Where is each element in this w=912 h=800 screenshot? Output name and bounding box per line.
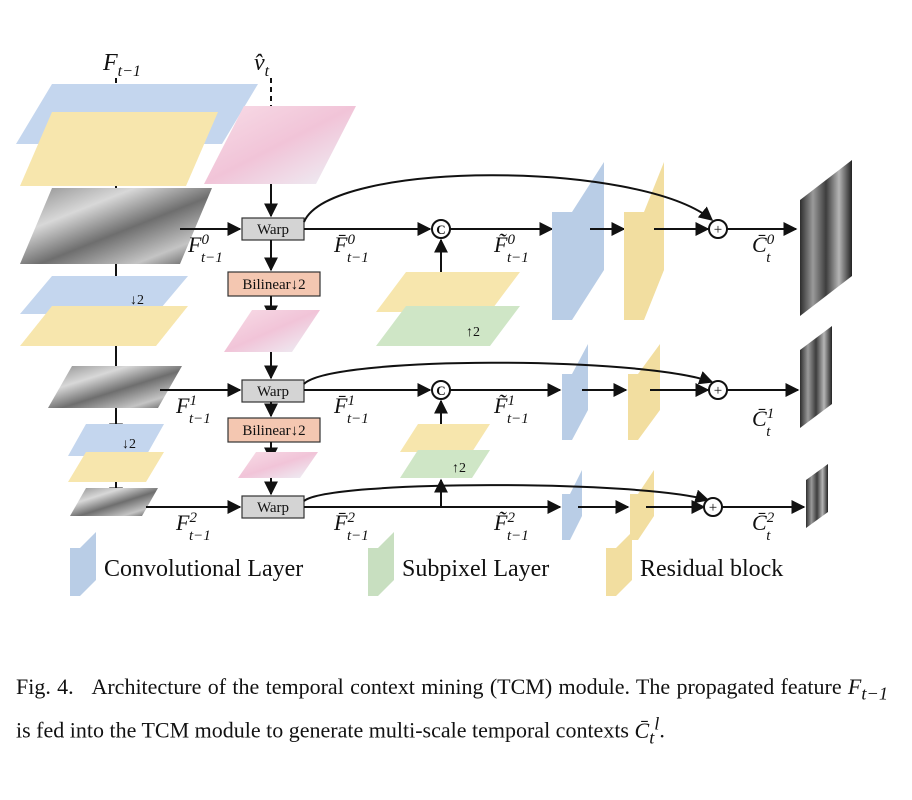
skip-connection-2 — [303, 484, 710, 504]
legend-label-residual: Residual block — [640, 556, 783, 582]
feature-map-1 — [48, 366, 182, 408]
input-motion-label: v̂t — [254, 50, 270, 80]
legend-swatch-conv — [70, 532, 96, 596]
down-plane-yellow-1 — [68, 452, 164, 482]
feature-map-0 — [20, 188, 212, 264]
bilinear-label-0: Bilinear↓2 — [242, 277, 305, 293]
concat-label-1: C — [436, 383, 445, 398]
input-feature-label: Ft−1 — [102, 50, 141, 80]
conv-layer-2 — [562, 470, 582, 540]
output-context-1 — [800, 326, 832, 428]
up-plane-green-0 — [376, 306, 520, 346]
warp-label-2: Warp — [257, 500, 289, 516]
upsample-label-1: ↑2 — [452, 461, 466, 476]
warp-label-1: Warp — [257, 384, 289, 400]
add-label-0: + — [714, 222, 722, 238]
legend-label-conv: Convolutional Layer — [104, 556, 303, 582]
label-fbar2: F̄2 t−1 — [333, 510, 369, 544]
up-plane-yellow-1 — [400, 424, 490, 452]
caption-text-3: . — [659, 717, 665, 743]
tcm-architecture-diagram: Ft−1 v̂t Warp F0 t−1 F̄0 t−1 C F̃0 t−1 + C̄… — [16, 50, 852, 596]
up-plane-yellow-0 — [376, 272, 520, 312]
legend-label-subpixel: Subpixel Layer — [402, 556, 549, 582]
up-plane-green-1 — [400, 450, 490, 478]
caption-feature-symbol: Ft−1 — [847, 674, 888, 704]
bilinear-box-0 — [227, 271, 321, 297]
label-f1: F1 t−1 — [175, 393, 211, 427]
caption-context-symbol: C̄tl — [634, 713, 660, 748]
label-fbar1: F̄1 t−1 — [333, 393, 369, 427]
output-context-2 — [806, 464, 828, 528]
label-ftilde2: F̃2 t−1 — [493, 510, 529, 544]
add-label-1: + — [714, 383, 722, 399]
motion-map-2 — [238, 452, 318, 478]
conv-layer-0 — [552, 162, 604, 320]
down-plane-blue-0 — [20, 276, 188, 314]
downsample-label-0: ↓2 — [130, 293, 144, 308]
label-fbar0: F̄0 t−1 — [333, 232, 369, 266]
input-plane-yellow — [20, 112, 218, 186]
warp-label-0: Warp — [257, 222, 289, 238]
caption-fig-number: Fig. 4. — [16, 674, 74, 699]
label-ftilde1: F̃1 t−1 — [493, 393, 529, 427]
label-c2: C̄2 t — [752, 510, 775, 544]
conv-layer-1 — [562, 344, 588, 440]
bilinear-box-1 — [227, 417, 321, 443]
bilinear-label-1: Bilinear↓2 — [242, 423, 305, 439]
caption-text-2: is fed into the TCM module to generate m… — [16, 717, 629, 743]
label-f0: F0 t−1 — [187, 232, 223, 266]
down-plane-yellow-0 — [20, 306, 188, 346]
skip-connection-1 — [303, 361, 714, 385]
label-ftilde0: F̃0 t−1 — [493, 232, 529, 266]
concat-label-0: C — [436, 222, 445, 237]
feature-map-2 — [70, 488, 158, 516]
output-context-0 — [800, 160, 852, 316]
label-f2: F2 t−1 — [175, 510, 211, 544]
add-label-2: + — [709, 500, 717, 516]
label-c1: C̄1 t — [752, 406, 774, 440]
caption-text-1: Architecture of the temporal context min… — [91, 674, 842, 699]
res-block-0 — [624, 162, 664, 320]
motion-map-0 — [204, 106, 356, 184]
upsample-label-0: ↑2 — [466, 325, 480, 340]
label-c0: C̄0 t — [752, 232, 775, 266]
res-block-2 — [630, 470, 654, 540]
legend-swatch-subpixel — [368, 532, 394, 596]
legend-swatch-residual — [606, 532, 632, 596]
motion-map-1 — [224, 310, 320, 352]
figure-caption: Fig. 4. Architecture of the temporal con… — [16, 672, 888, 752]
downsample-label-1: ↓2 — [122, 437, 136, 452]
down-plane-blue-1 — [68, 424, 164, 456]
skip-connection-0 — [303, 174, 714, 223]
res-block-1 — [628, 344, 660, 440]
